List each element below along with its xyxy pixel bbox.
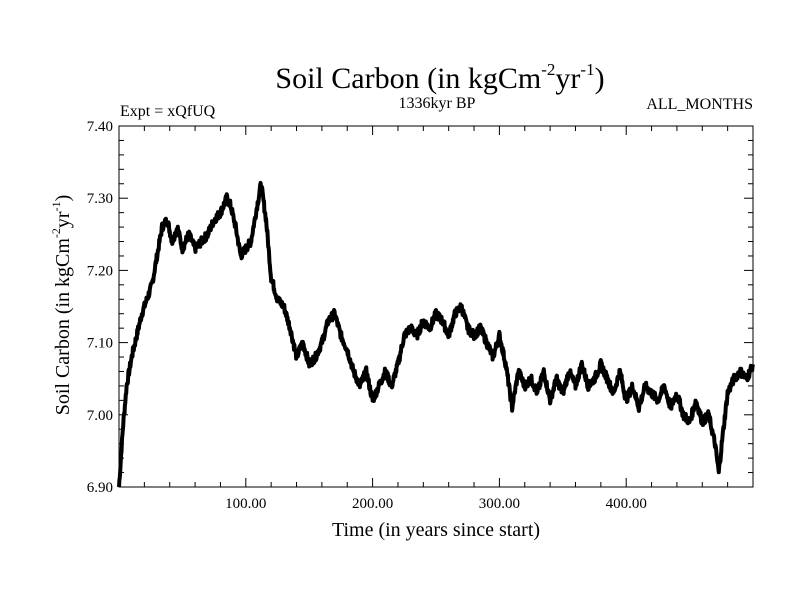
x-tick-label: 100.00 [225, 496, 266, 512]
x-tick-label: 200.00 [352, 496, 393, 512]
x-tick-label: 300.00 [479, 496, 520, 512]
axis-ticks [119, 125, 753, 488]
y-label-main: Soil Carbon (in kgCm [52, 238, 74, 416]
y-axis-label: Soil Carbon (in kgCm-2yr-1) [49, 195, 74, 416]
y-tick-label: 6.90 [87, 480, 113, 496]
y-tick-label: 7.30 [87, 191, 113, 207]
y-tick-label: 7.10 [87, 336, 113, 352]
y-tick-label: 7.40 [87, 119, 113, 135]
y-label-end: ) [52, 195, 74, 202]
x-axis-label: Time (in years since start) [332, 519, 540, 541]
subtitle-months: ALL_MONTHS [646, 96, 753, 113]
y-tick-label: 7.20 [87, 263, 113, 279]
title-sup-2: -1 [580, 60, 594, 79]
axis-tick-labels: 100.00 200.00 300.00 400.00 6.90 7.00 7.10 7.20… [87, 119, 647, 512]
y-label-sup-2: -1 [49, 201, 63, 211]
y-tick-label: 7.00 [87, 408, 113, 424]
plot-frame [118, 125, 754, 488]
y-label-sup-1: -2 [49, 228, 63, 238]
soil-carbon-series-line [117, 180, 755, 488]
subtitle-expt: Expt = xQfUQ [120, 103, 216, 120]
x-tick-label: 400.00 [606, 496, 647, 512]
chart-title: Soil Carbon (in kgCm-2yr-1) [275, 60, 604, 95]
subtitle-period: 1336kyr BP [399, 95, 476, 112]
title-main: Soil Carbon (in kgCm [275, 62, 541, 95]
title-sup-1: -2 [541, 60, 555, 79]
title-mid: yr [555, 62, 580, 95]
title-end: ) [595, 62, 605, 95]
y-label-mid: yr [52, 211, 74, 228]
